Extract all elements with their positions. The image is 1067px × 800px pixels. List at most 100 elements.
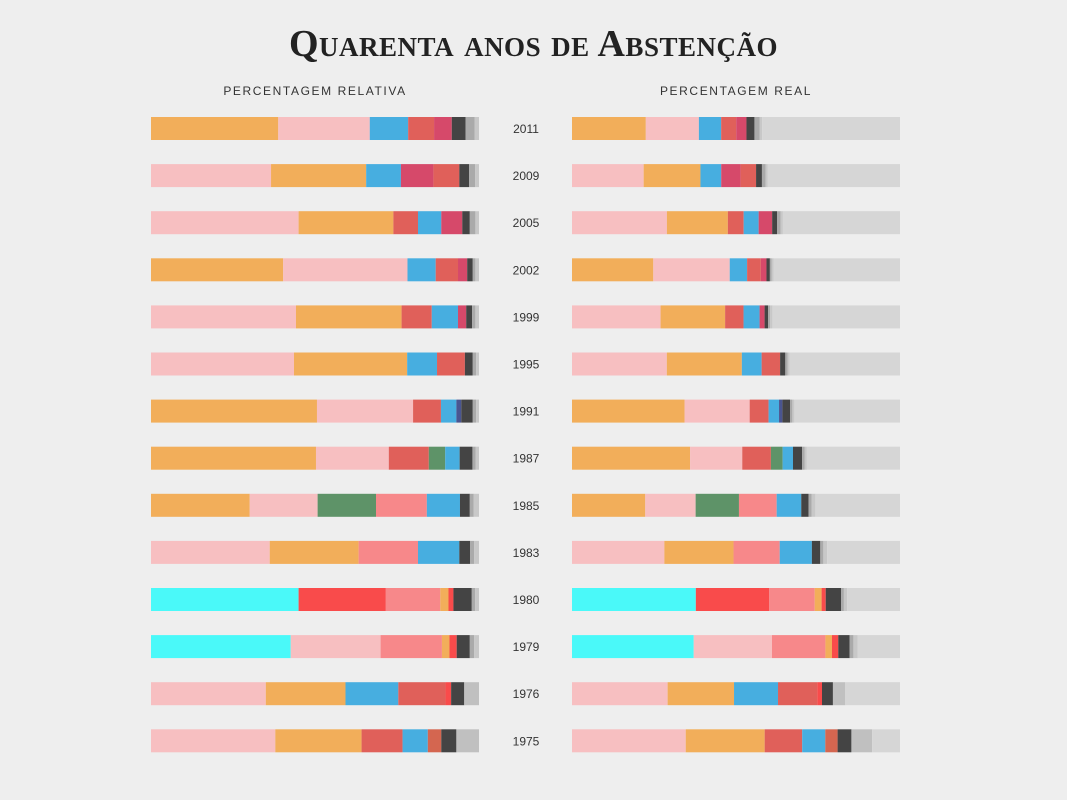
relative-bar-segment	[345, 682, 399, 706]
real-bar-segment	[825, 729, 838, 753]
real-bar-segment	[572, 117, 646, 140]
real-bar-segment	[761, 352, 781, 376]
real-bar-segment	[782, 399, 791, 423]
relative-bar-segment	[440, 588, 449, 611]
abstention-segment	[767, 164, 900, 188]
real-bar-segment	[754, 117, 760, 140]
relative-bar-segment	[151, 682, 266, 706]
real-bar-segment	[764, 729, 803, 753]
relative-bar-segment	[401, 305, 432, 329]
relative-bar-segment	[151, 305, 296, 329]
relative-bar-segment	[417, 540, 460, 564]
real-bar-segment	[741, 352, 762, 376]
real-bar-segment	[811, 493, 816, 517]
real-bar-segment	[764, 305, 769, 329]
relative-bar-segment	[456, 729, 479, 753]
relative-bar-segment	[472, 352, 477, 376]
real-bar-segment	[768, 305, 771, 329]
relative-bar-segment	[459, 164, 470, 188]
relative-bar-segment	[295, 305, 402, 329]
real-bar-segment	[771, 258, 774, 282]
relative-bar-segment	[474, 635, 479, 659]
relative-bar-segment	[476, 399, 479, 423]
relative-bar-segment	[440, 399, 457, 423]
relative-bar-segment	[470, 540, 475, 564]
relative-bar-segment	[437, 352, 465, 376]
relative-bar-segment	[151, 540, 270, 564]
real-bar-segment	[749, 399, 769, 423]
relative-bar-segment	[271, 164, 367, 188]
relative-bar-segment	[465, 117, 475, 140]
real-bar-segment	[779, 540, 812, 564]
real-bar-segment	[664, 540, 734, 564]
real-bar-segment	[811, 540, 821, 564]
relative-bar-segment	[472, 305, 476, 329]
real-bar-segment	[765, 164, 768, 188]
relative-bar-segment	[474, 117, 479, 140]
year-label: 1985	[513, 499, 540, 513]
relative-bar-segment	[469, 493, 474, 517]
real-bar-segment	[747, 258, 761, 282]
year-label: 1980	[513, 593, 540, 607]
relative-bar-segment	[469, 164, 476, 188]
real-bar-segment	[572, 164, 644, 188]
relative-bar-segment	[283, 258, 408, 282]
real-bar-segment	[814, 588, 822, 611]
real-bar-segment	[743, 211, 759, 235]
real-bar-segment	[742, 446, 771, 470]
real-bar-segment	[721, 117, 737, 140]
real-bar-segment	[645, 493, 696, 517]
left-panel-header: PERCENTAGEM RELATIVA	[223, 84, 407, 98]
real-bar-segment	[792, 399, 795, 423]
real-bar-segment	[572, 635, 694, 659]
relative-bar-segment	[459, 540, 471, 564]
real-bar-segment	[825, 588, 842, 611]
real-bar-segment	[660, 305, 726, 329]
relative-bar-segment	[151, 399, 317, 423]
real-bar-segment	[572, 729, 686, 753]
real-bar-segment	[684, 399, 750, 423]
relative-bar-segment	[473, 493, 479, 517]
real-bar-segment	[804, 446, 807, 470]
real-bar-segment	[740, 164, 757, 188]
relative-bar-segment	[472, 446, 476, 470]
relative-bar-segment	[434, 117, 452, 140]
relative-bar-segment	[427, 729, 442, 753]
relative-bar-segment	[151, 729, 276, 753]
real-bar-segment	[733, 540, 780, 564]
real-bar-segment	[817, 682, 822, 706]
real-bar-segment	[823, 540, 828, 564]
real-bar-segment	[572, 352, 667, 376]
relative-bar-segment	[449, 635, 457, 659]
relative-bar-segment	[445, 682, 452, 706]
relative-bar-segment	[475, 164, 479, 188]
real-bar-segment	[700, 164, 722, 188]
relative-bar-segment	[413, 399, 441, 423]
relative-bar-segment	[471, 588, 476, 611]
relative-bar-segment	[393, 211, 418, 235]
year-label: 1983	[513, 546, 540, 560]
relative-bar-segment	[431, 305, 459, 329]
real-bar-segment	[572, 682, 668, 706]
real-bar-segment	[758, 211, 773, 235]
abstention-segment	[782, 211, 900, 235]
year-label: 1979	[513, 640, 540, 654]
relative-bar-segment	[445, 446, 460, 470]
relative-bar-segment	[459, 493, 470, 517]
relative-bar-segment	[275, 729, 362, 753]
relative-bar-segment	[448, 588, 454, 611]
relative-bar-segment	[466, 305, 473, 329]
abstention-segment	[847, 588, 900, 611]
real-bar-segment	[821, 682, 833, 706]
real-bar-segment	[821, 588, 826, 611]
real-bar-segment	[685, 729, 765, 753]
real-bar-segment	[792, 446, 803, 470]
relative-bar-segment	[476, 352, 479, 376]
abstention-segment	[845, 682, 900, 706]
real-bar-segment	[572, 211, 667, 235]
relative-bar-segment	[461, 399, 473, 423]
relative-bar-segment	[388, 446, 429, 470]
relative-bar-segment	[151, 446, 316, 470]
relative-bar-segment	[358, 540, 418, 564]
